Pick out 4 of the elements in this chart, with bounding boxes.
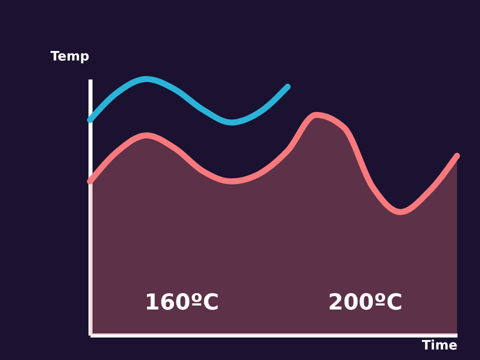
y-axis-title: Temp — [50, 50, 90, 64]
x-axis-title: Time — [422, 338, 458, 354]
annotation: 160ºC — [144, 290, 219, 316]
annotation: 200ºC — [328, 290, 402, 316]
